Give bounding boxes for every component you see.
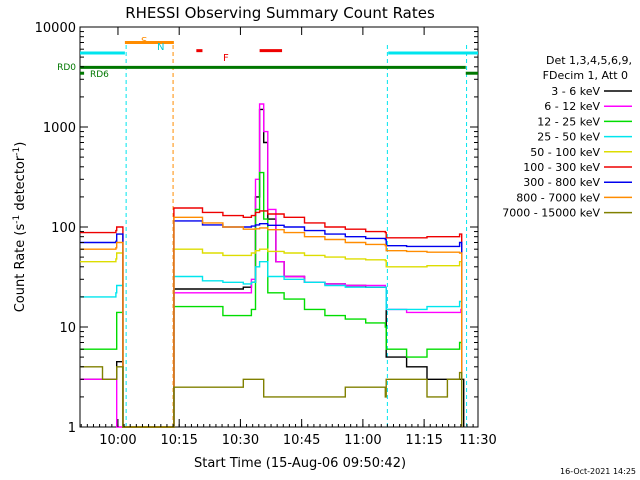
x-tick-label-10-30: 10:30 <box>222 433 259 448</box>
y-axis-label-text-2: detector <box>13 155 28 215</box>
rd0-flag-label: RD0 <box>57 63 76 73</box>
legend-label-12-25-kev: 12 - 25 keV <box>537 115 600 128</box>
legend-label-50-100-kev: 50 - 100 keV <box>530 146 600 159</box>
series-7000-15000-kev <box>80 366 463 428</box>
series-lines <box>80 103 465 428</box>
transition-lines <box>125 45 468 427</box>
plot-area: 10:00 10:15 10:30 10:45 11:00 11:15 11:30 1101… <box>35 21 497 448</box>
y-tick-label-1: 1 <box>68 421 76 436</box>
saa-flag-label: S <box>141 36 147 47</box>
series-6-12-kev <box>80 103 463 428</box>
y-tick-label-100: 100 <box>51 221 76 236</box>
legend-label-300-800-kev: 300 - 800 keV <box>523 176 600 189</box>
y-axis-label-exp-1: -1 <box>12 215 22 224</box>
x-axis-label: Start Time (15-Aug-06 09:50:42) <box>194 456 406 471</box>
series-25-50-kev <box>80 261 463 428</box>
legend-items: 3 - 6 keV 6 - 12 keV 12 - 25 keV 25 - 50 ke… <box>502 85 632 220</box>
y-axis-label-text: Count Rate (s <box>13 224 28 313</box>
y-tick-label-10: 10 <box>59 321 76 336</box>
y-tick-label-1000: 1000 <box>43 121 76 136</box>
legend-label-3-6-kev: 3 - 6 keV <box>551 85 600 98</box>
series-100-300-kev <box>80 207 463 428</box>
legend-label-7000-15000-kev: 7000 - 15000 keV <box>502 207 600 220</box>
status-flags <box>80 40 478 75</box>
timestamp: 16-Oct-2021 14:25 <box>560 467 636 476</box>
night-flag-label: N <box>157 42 164 53</box>
chart-title: RHESSI Observing Summary Count Rates <box>125 4 435 22</box>
legend-label-800-7000-kev: 800 - 7000 keV <box>516 191 600 204</box>
legend-header-line-1: Det 1,3,4,5,6,9, <box>546 54 632 67</box>
y-tick-label-10000: 10000 <box>35 21 76 36</box>
y-axis-label-exp-2: -1 <box>12 147 22 156</box>
series-800-7000-kev <box>80 216 463 428</box>
y-axis-label-close: ) <box>13 142 28 147</box>
x-axis-ticks: 10:00 10:15 10:30 10:45 11:00 11:15 11:30 <box>80 27 497 448</box>
y-axis-label: Count Rate (s-1 detector-1) <box>12 142 28 313</box>
flare-flag-label: F <box>223 53 229 64</box>
x-tick-label-11-15: 11:15 <box>405 433 442 448</box>
series-12-25-kev <box>80 171 463 428</box>
x-tick-label-10-45: 10:45 <box>283 433 320 448</box>
x-tick-label-11-30: 11:30 <box>459 433 496 448</box>
legend-header-line-2: FDecim 1, Att 0 <box>543 69 628 82</box>
x-tick-label-10-00: 10:00 <box>99 433 136 448</box>
legend-label-6-12-kev: 6 - 12 keV <box>544 100 600 113</box>
legend-label-25-50-kev: 25 - 50 keV <box>537 131 600 144</box>
legend-label-100-300-kev: 100 - 300 keV <box>523 161 600 174</box>
x-tick-label-11-00: 11:00 <box>344 433 381 448</box>
legend: Det 1,3,4,5,6,9, FDecim 1, Att 0 3 - 6 k… <box>502 54 632 220</box>
x-tick-label-10-15: 10:15 <box>160 433 197 448</box>
rd6-flag-label: RD6 <box>90 70 109 80</box>
y-axis-ticks: 1 10 100 1000 10000 <box>35 21 478 436</box>
